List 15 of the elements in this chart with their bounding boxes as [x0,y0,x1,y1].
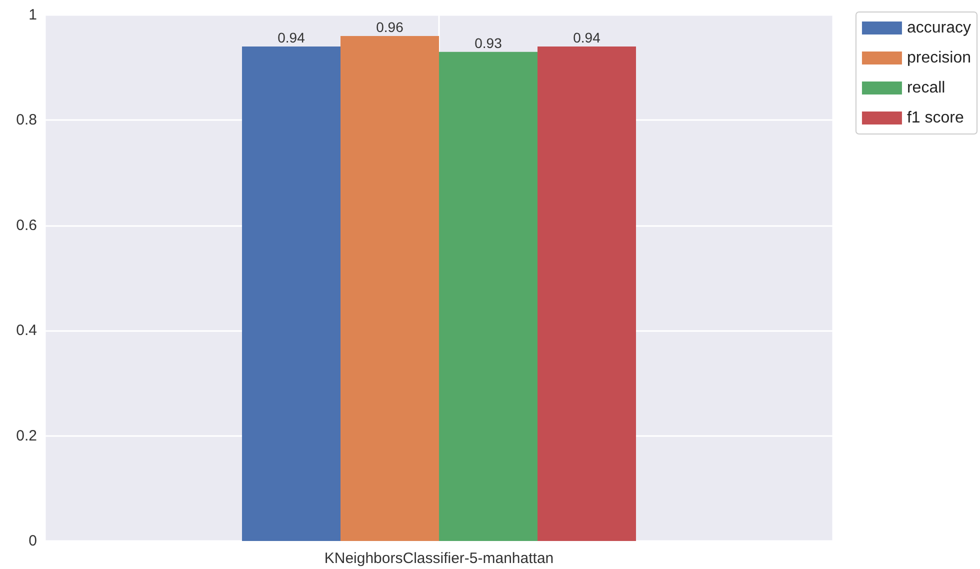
legend-label: accuracy [906,20,971,36]
y-tick-label: 0.8 [16,112,37,129]
legend-label: f1 score [906,110,964,126]
legend-label: recall [906,80,946,96]
data-label: 0.94 [573,30,601,46]
data-label: 0.94 [278,30,306,46]
data-label: 0.93 [474,34,502,51]
data-label: 0.96 [376,19,404,36]
y-tick-label: 0.4 [16,322,37,340]
y-tick-label: 0.2 [16,427,37,444]
y-tick-label: 0 [28,532,37,550]
legend-label: precision [906,50,971,66]
x-tick-label: KNeighborsClassifier-5-manhattan [324,550,554,567]
y-tick-label: 0.6 [16,216,37,234]
y-tick-label: 1 [28,6,37,24]
